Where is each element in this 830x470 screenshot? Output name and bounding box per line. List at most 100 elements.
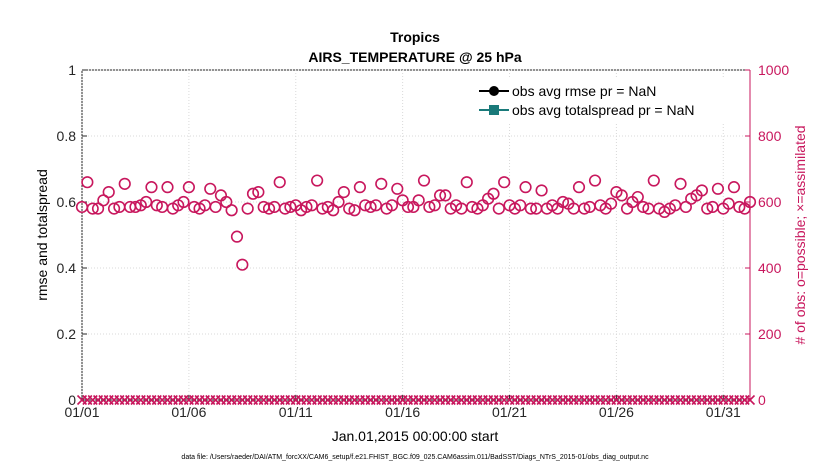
obs-possible-point xyxy=(311,174,324,187)
obs-possible-point xyxy=(150,199,163,212)
obs-possible-point xyxy=(701,202,714,215)
obs-possible-point xyxy=(369,199,383,212)
obs-possible-point xyxy=(278,202,292,215)
series-obs-assimilated xyxy=(76,394,756,406)
obs-possible-point xyxy=(246,187,260,200)
obs-possible-point xyxy=(535,184,548,197)
x-tick-label: 01/16 xyxy=(385,404,420,420)
obs-possible-point xyxy=(524,202,537,215)
footnote-data-file: data file: /Users/raeder/DAI/ATM_forcXX/… xyxy=(181,454,649,461)
obs-possible-point xyxy=(637,200,650,214)
y-left-tick-label: 0.6 xyxy=(57,194,77,210)
obs-possible-point xyxy=(107,202,121,215)
y-right-tick-label: 400 xyxy=(758,260,782,276)
chart-title: Tropics xyxy=(390,29,440,45)
obs-possible-point xyxy=(129,200,142,214)
obs-possible-point xyxy=(401,200,415,214)
x-tick-label: 01/01 xyxy=(64,404,99,420)
obs-possible-point xyxy=(204,182,217,195)
obs-possible-point xyxy=(743,195,757,209)
obs-possible-point xyxy=(343,202,356,215)
y-axis-right-label: # of obs: o=possible; ×=assimilated xyxy=(792,125,808,344)
obs-possible-point xyxy=(417,174,431,187)
obs-possible-point xyxy=(86,202,99,215)
y-axis-left-label: rmse and totalspread xyxy=(34,169,50,301)
obs-possible-point xyxy=(145,181,158,194)
obs-possible-point xyxy=(679,200,692,214)
obs-possible-point xyxy=(674,177,687,190)
obs-possible-point xyxy=(91,202,105,215)
obs-possible-point xyxy=(604,197,618,210)
obs-possible-point xyxy=(161,181,174,194)
obs-possible-point xyxy=(428,199,441,212)
obs-possible-point xyxy=(572,181,586,194)
obs-possible-point xyxy=(412,194,425,207)
obs-possible-point xyxy=(327,204,340,217)
obs-possible-point xyxy=(711,182,725,195)
obs-assimilated-point xyxy=(744,394,756,406)
x-tick-label: 01/26 xyxy=(599,404,634,420)
obs-possible-point xyxy=(391,182,404,195)
y-axis-left: 0 0.2 0.4 0.6 0.8 1 xyxy=(57,62,87,408)
y-left-tick-label: 0 xyxy=(68,392,76,408)
obs-possible-point xyxy=(273,176,286,189)
obs-possible-point xyxy=(102,186,115,199)
obs-possible-point xyxy=(241,202,254,215)
obs-possible-point xyxy=(209,200,222,214)
obs-possible-point xyxy=(423,200,436,214)
obs-possible-point xyxy=(556,195,570,209)
x-axis-label: Jan.01,2015 00:00:00 start xyxy=(332,428,499,444)
obs-possible-point xyxy=(364,200,377,214)
y-axis-right: 0 200 400 600 800 1000 xyxy=(745,62,789,408)
obs-possible-point xyxy=(177,195,190,209)
x-tick-label: 01/11 xyxy=(279,404,313,420)
obs-possible-point xyxy=(182,181,195,194)
obs-possible-point xyxy=(225,204,238,217)
obs-possible-point xyxy=(439,189,452,202)
y-left-tick-label: 0.4 xyxy=(57,260,77,276)
obs-possible-point xyxy=(460,176,473,189)
obs-possible-point xyxy=(722,197,735,210)
obs-possible-point xyxy=(252,186,265,199)
legend-rmse-label: obs avg rmse pr = NaN xyxy=(512,83,656,99)
obs-possible-point xyxy=(305,199,318,212)
y-right-tick-label: 1000 xyxy=(758,62,789,78)
x-axis: 01/01 01/06 01/11 01/16 01/21 01/26 01/31 xyxy=(64,395,741,420)
x-tick-label: 01/31 xyxy=(706,404,741,420)
x-tick-label: 01/21 xyxy=(492,404,527,420)
obs-possible-point xyxy=(236,258,249,271)
obs-possible-point xyxy=(631,190,644,204)
obs-possible-point xyxy=(487,187,500,200)
obs-possible-point xyxy=(615,189,628,202)
obs-possible-point xyxy=(578,202,591,215)
obs-possible-point xyxy=(118,177,131,190)
legend-box xyxy=(470,78,740,124)
x-tick-label: 01/06 xyxy=(171,404,206,420)
obs-possible-point xyxy=(433,189,447,202)
y-right-tick-label: 800 xyxy=(758,128,782,144)
obs-possible-point xyxy=(230,230,244,243)
obs-possible-point xyxy=(514,199,527,212)
obs-possible-point xyxy=(300,200,313,214)
obs-possible-point xyxy=(733,200,746,214)
y-right-tick-label: 600 xyxy=(758,194,782,210)
obs-possible-point xyxy=(519,181,532,194)
y-right-tick-label: 0 xyxy=(758,392,766,408)
legend-item-rmse: obs avg rmse pr = NaN xyxy=(479,83,656,99)
obs-possible-point xyxy=(498,176,511,189)
y-right-tick-label: 200 xyxy=(758,326,782,342)
obs-possible-point xyxy=(140,195,153,209)
obs-possible-point xyxy=(97,194,110,207)
obs-possible-point xyxy=(81,176,94,189)
obs-possible-point xyxy=(588,174,602,187)
obs-possible-point xyxy=(332,195,345,209)
legend-item-spread: obs avg totalspread pr = NaN xyxy=(479,102,695,118)
y-left-tick-label: 0.2 xyxy=(57,326,77,342)
y-left-tick-label: 1 xyxy=(68,62,76,78)
obs-possible-point xyxy=(492,202,505,215)
obs-possible-point xyxy=(727,181,741,194)
obs-possible-point xyxy=(375,177,388,190)
obs-possible-point xyxy=(647,174,660,187)
obs-possible-point xyxy=(220,195,233,209)
